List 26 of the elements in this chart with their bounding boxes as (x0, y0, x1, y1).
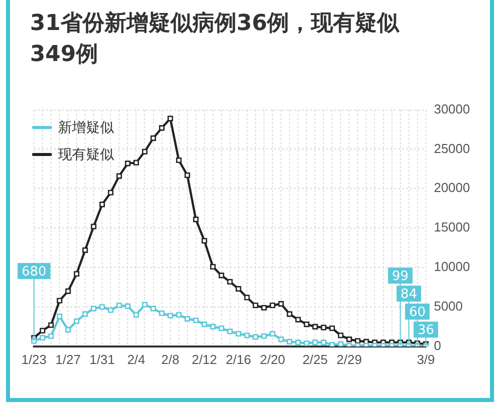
legend-label: 现有疑似 (58, 146, 114, 164)
x-tick-label: 1/23 (21, 352, 47, 367)
x-tick-label: 2/29 (336, 352, 362, 367)
x-tick-label: 2/4 (127, 352, 146, 367)
y-tick-label: 25000 (434, 140, 470, 156)
x-tick-label: 2/8 (161, 352, 180, 367)
x-tick-label: 3/9 (416, 352, 435, 367)
data-label: 84 (400, 286, 418, 302)
x-tick-label: 2/20 (260, 352, 286, 367)
x-tick-label: 2/25 (302, 352, 328, 367)
data-label: 36 (418, 322, 434, 338)
x-tick-label: 2/16 (226, 352, 252, 367)
y-tick-label: 5000 (434, 298, 463, 314)
x-tick-label: 2/12 (192, 352, 218, 367)
y-tick-label: 30000 (434, 101, 470, 116)
y-tick-label: 0 (434, 338, 442, 353)
x-tick-label: 1/31 (89, 352, 115, 367)
y-tick-label: 20000 (434, 180, 470, 196)
x-tick-label: 1/27 (55, 352, 81, 367)
y-tick-label: 10000 (434, 259, 470, 274)
data-label: 60 (409, 304, 426, 320)
chart-title: 31省份新增疑似病例36例，现有疑似349例 (30, 10, 400, 69)
data-label: 680 (22, 264, 46, 280)
data-label: 99 (392, 268, 409, 284)
y-tick-label: 15000 (434, 220, 470, 235)
legend-label: 新增疑似 (58, 118, 114, 136)
